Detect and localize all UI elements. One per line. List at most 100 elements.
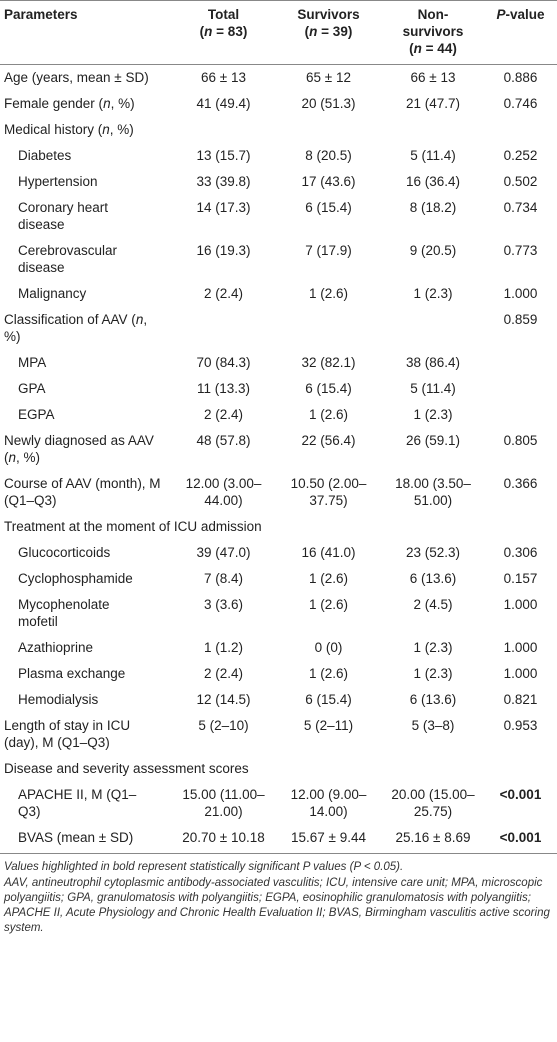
value-cell: 2 (2.4) [203, 286, 244, 301]
text-run: Malignancy [18, 286, 87, 301]
table-row: Glucocorticoids 39 (47.0) 16 (41.0) 23 (52.… [0, 540, 557, 566]
text-run: Cerebrovascular disease [18, 243, 118, 275]
table-row: Cyclophosphamide 7 (8.4) 1 (2.6) 6 (13.6) 0.… [0, 566, 557, 592]
value-cell: 13 (15.7) [196, 148, 251, 163]
row-label: Course of AAV (month), M (Q1–Q3) [0, 471, 172, 514]
value-cell: 1 (2.3) [413, 666, 453, 681]
row-label: Female gender (n, %) [0, 91, 172, 117]
text-run: Hypertension [18, 174, 98, 189]
header-line: Parameters [4, 6, 166, 23]
value-cell: 1 (2.3) [413, 407, 453, 422]
text-run: = 44) [421, 41, 457, 56]
text-run: , %) [110, 96, 135, 111]
value-cell: 66 ± 13 [410, 70, 456, 85]
text-run: Total [207, 7, 240, 22]
value-cell: 18.00 (3.50–51.00) [395, 476, 471, 508]
text-run: Course of AAV (month), M (Q1–Q3) [4, 476, 161, 508]
footnotes: Values highlighted in bold represent sta… [0, 854, 557, 936]
header-row: Parameters Total (n = 83) Survivors (n = 39)… [0, 0, 557, 65]
value-cell: 11 (13.3) [196, 381, 251, 396]
value-cell: 1 (2.3) [413, 286, 453, 301]
value-cell: 1 (2.6) [308, 407, 349, 422]
text-run: GPA [18, 381, 46, 396]
text-run: Coronary heart disease [18, 200, 109, 232]
value-cell: 66 ± 13 [201, 70, 246, 85]
header-cell: Parameters [0, 0, 172, 65]
value-cell: 20.70 ± 10.18 [172, 825, 275, 854]
value-cell: 1 (2.6) [308, 666, 349, 681]
value-cell: 22 (56.4) [301, 433, 356, 448]
value-cell: 21 (47.7) [405, 96, 461, 111]
text-run: Length of stay in ICU (day), M (Q1–Q3) [4, 718, 131, 750]
value-cell: 7 (8.4) [203, 571, 244, 586]
p-value: 1.000 [503, 666, 538, 681]
footnote: AAV, antineutrophil cytoplasmic antibody… [4, 877, 550, 934]
row-label: EGPA [0, 402, 172, 428]
row-label: Disease and severity assessment scores [0, 756, 557, 782]
value-cell: 26 (59.1) [405, 433, 461, 448]
text-run: MPA [18, 355, 47, 370]
value-cell: 6 (13.6) [409, 692, 457, 707]
p-value: 0.734 [503, 200, 538, 215]
p-value: <0.001 [484, 825, 557, 854]
text-run: Cyclophosphamide [18, 571, 133, 586]
header-line: Total [178, 6, 269, 23]
value-cell: 16 (19.3) [196, 243, 251, 258]
value-cell: 65 ± 12 [306, 70, 351, 85]
value-cell: 5 (2–10) [198, 718, 249, 733]
value-cell: 12 (14.5) [196, 692, 251, 707]
table-row: Length of stay in ICU (day), M (Q1–Q3) 5 … [0, 713, 557, 756]
table-row: Course of AAV (month), M (Q1–Q3) 12.00 (3… [0, 471, 557, 514]
text-run: survivors [402, 24, 464, 39]
value-cell: 9 (20.5) [409, 243, 457, 258]
table-header: Parameters Total (n = 83) Survivors (n = 39)… [0, 0, 557, 65]
table-row: GPA 11 (13.3) 6 (15.4) 5 (11.4) [0, 376, 557, 402]
value-cell: 41 (49.4) [196, 96, 251, 111]
row-label: Hemodialysis [0, 687, 172, 713]
p-value [484, 350, 557, 376]
text-run: Medical history ( [4, 122, 103, 137]
text-run: ( [199, 24, 205, 39]
text-run: n [8, 450, 17, 465]
row-label: Plasma exchange [0, 661, 172, 687]
table-row: BVAS (mean ± SD) 20.70 ± 10.18 15.67 ± 9.4… [0, 825, 557, 854]
header-line: Survivors [281, 6, 376, 23]
header-cell: P-value [484, 0, 557, 65]
text-run: , %) [4, 312, 148, 344]
text-run: Plasma exchange [18, 666, 126, 681]
empty-cell [172, 307, 484, 350]
value-cell: 16 (41.0) [301, 545, 356, 560]
text-run: Hemodialysis [18, 692, 99, 707]
value-cell: 12.00 (3.00–44.00) [185, 476, 262, 508]
p-value [484, 376, 557, 402]
value-cell: 1 (2.3) [413, 640, 453, 655]
value-cell: 15.00 (11.00–21.00) [182, 787, 265, 819]
value-cell: 25.16 ± 8.69 [382, 825, 484, 854]
text-run: Disease and severity assessment scores [4, 761, 249, 776]
value-cell: 1 (2.6) [308, 571, 349, 586]
row-label: Cerebrovascular disease [0, 238, 172, 281]
table-row: Plasma exchange 2 (2.4) 1 (2.6) 1 (2.3) 1.00… [0, 661, 557, 687]
value-cell: 8 (20.5) [305, 148, 352, 163]
table-row: Coronary heart disease 14 (17.3) 6 (15.4) 8… [0, 195, 557, 238]
table-row: Classification of AAV (n, %) 0.859 [0, 307, 557, 350]
row-label: Glucocorticoids [0, 540, 172, 566]
value-cell: 20.00 (15.00–25.75) [391, 787, 475, 819]
value-cell: 23 (52.3) [405, 545, 461, 560]
value-cell: 6 (15.4) [305, 692, 352, 707]
row-label: Malignancy [0, 281, 172, 307]
text-run: P [496, 7, 506, 22]
value-cell: 48 (57.8) [196, 433, 251, 448]
table-row: Cerebrovascular disease 16 (19.3) 7 (17.9)… [0, 238, 557, 281]
value-cell: 3 (3.6) [203, 597, 244, 612]
value-cell: 70 (84.3) [196, 355, 251, 370]
table-row: Age (years, mean ± SD) 66 ± 13 65 ± 12 66 ±… [0, 65, 557, 92]
value-cell: 2 (2.4) [203, 666, 244, 681]
p-value [484, 402, 557, 428]
value-cell: 14 (17.3) [196, 200, 251, 215]
value-cell: 10.50 (2.00–37.75) [290, 476, 367, 508]
text-run: Classification of AAV ( [4, 312, 136, 327]
row-label: Coronary heart disease [0, 195, 172, 238]
text-run: , %) [16, 450, 41, 465]
